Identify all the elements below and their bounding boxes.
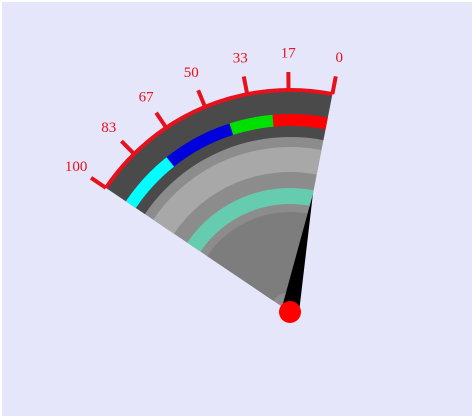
gauge-inner-shade	[207, 212, 310, 301]
tick-mark	[89, 176, 108, 190]
tick-label: 33	[233, 50, 248, 66]
gauge-band	[125, 157, 175, 208]
gauge-teal-ring	[187, 188, 314, 252]
tick-mark	[330, 76, 338, 95]
tick-mark	[241, 76, 250, 95]
tick-label: 67	[139, 89, 155, 105]
gauge-outer-line	[104, 88, 333, 189]
tick-mark	[154, 111, 168, 129]
gauge-band	[166, 123, 234, 167]
gauge-inner-ring	[153, 146, 322, 234]
tick-label: 50	[184, 65, 199, 81]
gauge-band	[272, 113, 328, 130]
gauge-band	[229, 114, 274, 135]
tick-label: 17	[281, 45, 297, 61]
tick-mark	[196, 89, 207, 108]
tick-label: 0	[335, 50, 343, 66]
tick-mark	[120, 139, 136, 156]
needle	[281, 194, 313, 314]
tick-label: 83	[101, 120, 116, 136]
tick-label: 100	[65, 159, 88, 175]
needle-hub	[279, 301, 301, 323]
